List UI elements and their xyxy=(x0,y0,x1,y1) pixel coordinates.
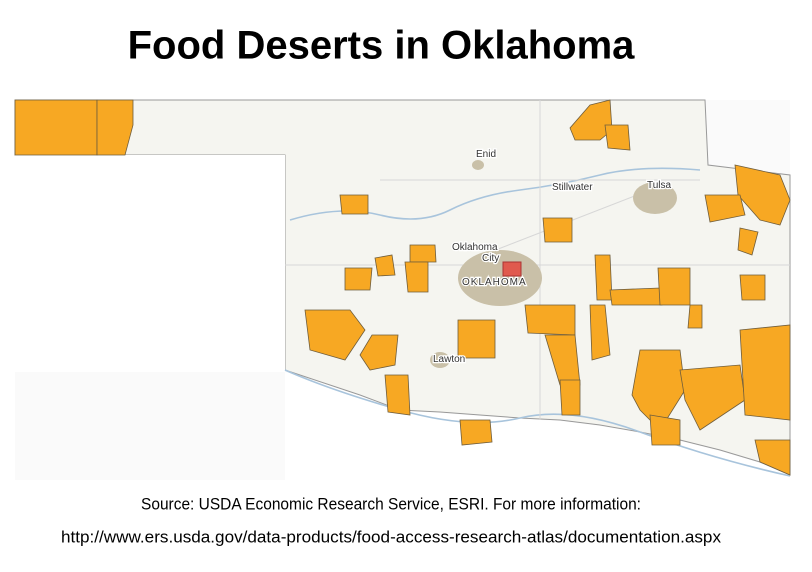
food-desert-tract xyxy=(559,379,581,416)
food-desert-tract xyxy=(739,274,766,301)
food-desert-tract xyxy=(657,267,691,306)
river xyxy=(289,167,701,221)
food-desert-tract xyxy=(384,374,411,416)
place-labels: Enid Stillwater Tulsa Oklahoma City OKLA… xyxy=(432,148,673,367)
food-desert-tract xyxy=(404,261,429,293)
source-line: http://www.ers.usda.gov/data-products/fo… xyxy=(61,527,722,546)
place-label: Tulsa xyxy=(647,180,672,191)
city-area xyxy=(633,182,677,214)
food-deserts xyxy=(14,99,791,476)
food-desert-tract xyxy=(524,304,576,336)
food-desert-tract xyxy=(457,319,496,359)
food-desert-tract xyxy=(754,439,791,476)
food-desert-tract xyxy=(304,309,366,361)
map: Enid Stillwater Tulsa Oklahoma City OKLA… xyxy=(14,99,791,480)
outside-area xyxy=(15,155,285,372)
food-desert-tract xyxy=(542,217,573,243)
place-label: Enid xyxy=(476,149,496,160)
food-desert-tract xyxy=(459,419,493,446)
food-desert-tract xyxy=(704,194,746,223)
city-area xyxy=(472,160,484,170)
place-label: Stillwater xyxy=(552,182,593,193)
food-desert-tract xyxy=(687,304,703,329)
food-desert-tract xyxy=(589,304,611,361)
food-desert-tract xyxy=(359,334,399,371)
food-desert-tract xyxy=(737,227,759,256)
food-desert-tract xyxy=(594,254,613,301)
title: Food Deserts in Oklahoma xyxy=(128,24,636,68)
place-label: Oklahoma xyxy=(452,242,498,253)
food-desert-tract xyxy=(14,99,98,156)
city-area xyxy=(430,352,450,368)
food-desert-tract xyxy=(679,364,746,431)
place-label: OKLAHOMA xyxy=(462,277,527,288)
source-line: Source: USDA Economic Research Service, … xyxy=(141,494,641,513)
food-desert-tract xyxy=(374,254,396,277)
food-desert-tract xyxy=(409,244,437,263)
place-label: Lawton xyxy=(433,354,465,365)
food-desert-tract xyxy=(649,414,681,446)
food-desert-tract xyxy=(339,194,369,215)
urban-areas xyxy=(430,160,677,368)
river xyxy=(284,369,791,477)
food-desert-tract xyxy=(344,267,373,291)
food-desert-tract xyxy=(569,99,613,141)
road xyxy=(285,100,790,420)
capitol-area xyxy=(502,261,522,277)
outside-area xyxy=(285,372,790,480)
food-desert-tract xyxy=(609,287,663,306)
place-label: City xyxy=(482,253,499,264)
food-desert-tract xyxy=(739,324,791,421)
food-desert-tract xyxy=(96,99,134,156)
food-desert-tract xyxy=(604,124,631,151)
